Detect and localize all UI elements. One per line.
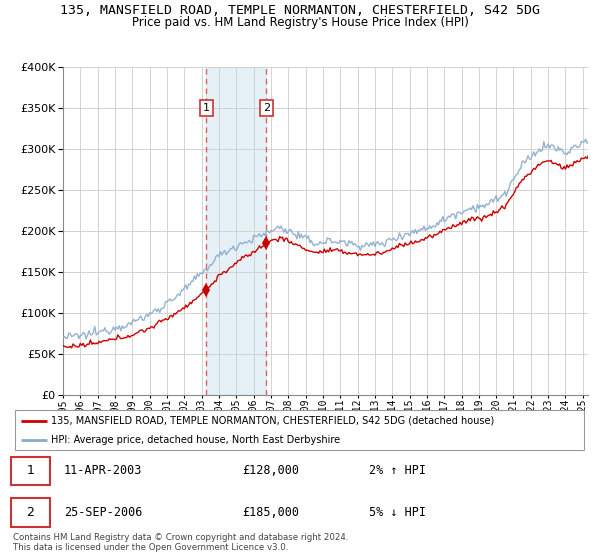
FancyBboxPatch shape <box>11 498 50 527</box>
Text: 2% ↑ HPI: 2% ↑ HPI <box>369 464 426 478</box>
Text: This data is licensed under the Open Government Licence v3.0.: This data is licensed under the Open Gov… <box>13 543 289 552</box>
FancyBboxPatch shape <box>15 410 584 450</box>
Text: £185,000: £185,000 <box>242 506 299 519</box>
Text: HPI: Average price, detached house, North East Derbyshire: HPI: Average price, detached house, Nort… <box>51 435 340 445</box>
Text: Price paid vs. HM Land Registry's House Price Index (HPI): Price paid vs. HM Land Registry's House … <box>131 16 469 29</box>
Text: 1: 1 <box>26 464 34 478</box>
Text: Contains HM Land Registry data © Crown copyright and database right 2024.: Contains HM Land Registry data © Crown c… <box>13 533 349 542</box>
Bar <box>206 67 266 395</box>
Text: 135, MANSFIELD ROAD, TEMPLE NORMANTON, CHESTERFIELD, S42 5DG: 135, MANSFIELD ROAD, TEMPLE NORMANTON, C… <box>60 4 540 17</box>
Text: 5% ↓ HPI: 5% ↓ HPI <box>369 506 426 519</box>
FancyBboxPatch shape <box>11 456 50 486</box>
Text: 135, MANSFIELD ROAD, TEMPLE NORMANTON, CHESTERFIELD, S42 5DG (detached house): 135, MANSFIELD ROAD, TEMPLE NORMANTON, C… <box>51 416 494 426</box>
Text: 2: 2 <box>26 506 34 519</box>
Text: 25-SEP-2006: 25-SEP-2006 <box>64 506 142 519</box>
Text: 11-APR-2003: 11-APR-2003 <box>64 464 142 478</box>
Text: 1: 1 <box>203 103 210 113</box>
Text: £128,000: £128,000 <box>242 464 299 478</box>
Text: 2: 2 <box>263 103 270 113</box>
